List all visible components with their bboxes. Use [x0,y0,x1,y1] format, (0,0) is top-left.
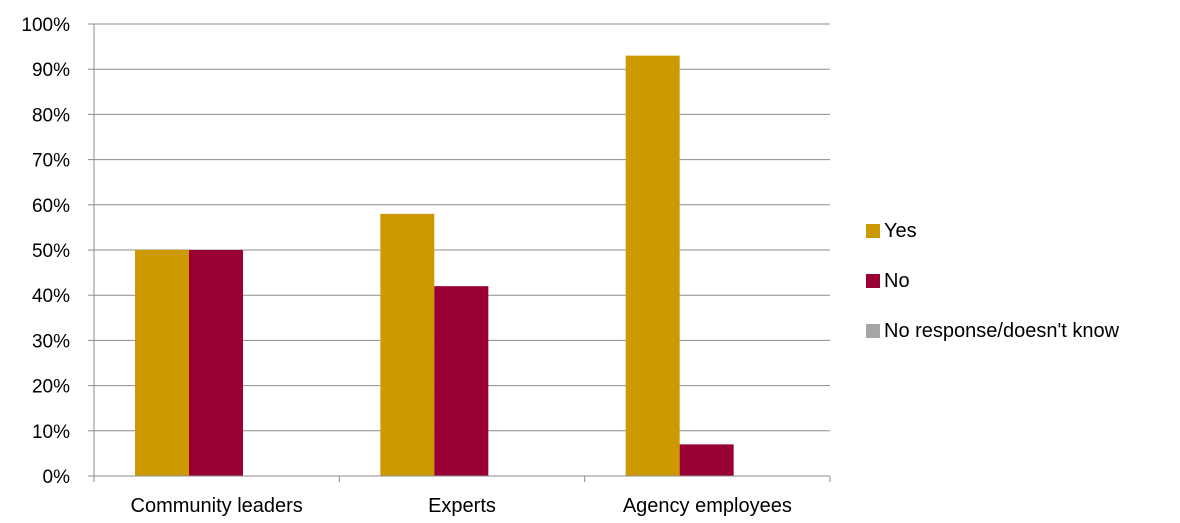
x-category-label: Agency employees [623,495,792,517]
y-tick-label: 40% [32,286,70,307]
legend-label: Yes [884,220,917,242]
y-tick-label: 60% [32,196,70,217]
y-tick-label: 30% [32,331,70,352]
x-category-label: Community leaders [131,495,303,517]
y-tick-label: 90% [32,60,70,81]
legend-label: No response/doesn't know [884,320,1120,342]
bar-yes-2 [625,55,680,476]
y-tick-label: 80% [32,105,70,126]
x-category-label: Experts [428,495,496,517]
axes: 0% 10% 20% 30% 40% 50% 60% 70% 80% 90% 100% Communi… [21,15,831,517]
y-tick-label: 0% [43,467,71,488]
y-tick-label: 20% [32,377,70,398]
legend: Yes No No response/doesn't know [866,220,1120,342]
legend-swatch [866,224,880,238]
bar-no-1 [434,286,489,476]
bars [135,55,734,476]
bar-yes-1 [380,213,435,476]
y-tick-label: 10% [32,422,70,443]
y-tick-label: 100% [21,15,70,36]
y-tick-label: 50% [32,241,70,262]
y-tick-label: 70% [32,151,70,172]
bar-no-2 [679,444,734,476]
legend-swatch [866,274,880,288]
legend-label: No [884,270,910,292]
bar-no-0 [189,250,243,476]
legend-swatch [866,324,880,338]
bar-yes-0 [135,250,189,476]
